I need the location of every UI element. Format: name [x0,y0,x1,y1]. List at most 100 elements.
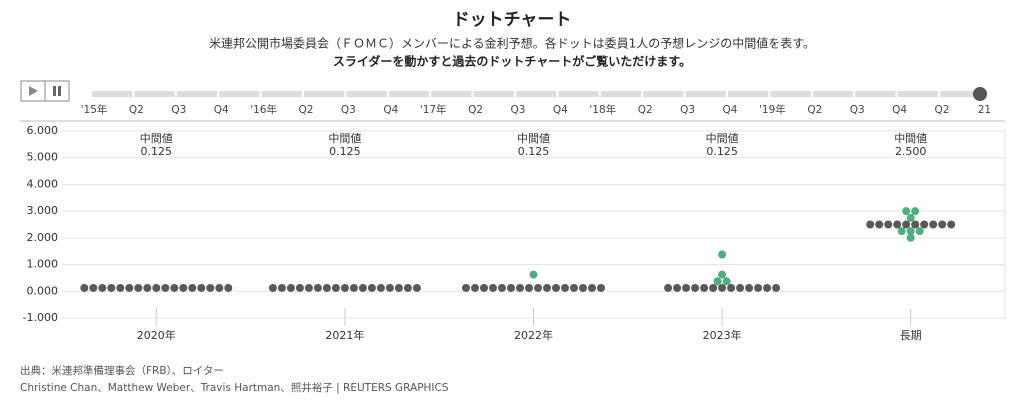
source: 出典：米連邦準備理事会（FRB）、ロイター [20,364,224,377]
slider-label: 21 [978,104,991,116]
median-title: 中間値 [328,132,361,145]
dot [358,283,367,292]
dot [295,283,304,292]
x-tick-label: 2022年 [514,328,553,342]
x-tick-label: 2023年 [703,328,742,342]
dot [906,227,915,236]
dot [906,213,915,222]
median-label: 0.125 [329,145,361,158]
dot [911,220,920,229]
slider-label: Q3 [850,104,865,116]
slider-label: Q3 [511,104,526,116]
dot [772,283,781,292]
slider-segment [388,91,430,97]
dot [197,283,206,292]
dot [412,283,421,292]
dot [116,283,125,292]
dot [498,283,506,292]
title: ドットチャート [453,10,572,30]
slider-segment [261,91,302,97]
dot [763,283,772,292]
x-tick-label: 長期 [900,329,922,342]
play-button[interactable] [20,80,46,102]
dot [322,283,331,292]
dot [561,283,569,292]
slider-segment [516,91,557,97]
median-title: 中間値 [140,132,173,145]
pause-button[interactable] [44,80,70,102]
dot [736,283,745,292]
dot [331,283,340,292]
dot [188,283,197,292]
dot [938,220,947,229]
slider-segment [600,91,642,97]
dot [911,207,920,216]
dot [125,283,134,292]
median-title: 中間値 [894,132,927,145]
slider-label: Q3 [680,104,695,116]
y-tick-label: 5.000 [27,151,59,164]
slider-handle[interactable] [973,87,987,101]
dot [107,283,116,292]
dot [480,283,488,292]
slider-segment [558,91,599,97]
slider-segment [728,91,769,97]
dot [718,283,727,292]
dot [471,283,479,292]
dot [403,283,412,292]
dot [875,220,884,229]
slider-label: Q2 [807,104,822,116]
x-tick-label: 2021年 [325,328,364,342]
dot [224,283,233,292]
dot [722,277,731,286]
dot [367,283,376,292]
dot [718,270,727,279]
dot [543,283,551,292]
dot [89,283,98,292]
dot [754,283,763,292]
dot [215,283,224,292]
dot [534,283,542,292]
dot [489,283,497,292]
slider-label: '16年 [250,103,277,116]
dot [80,283,89,292]
median-title: 中間値 [517,132,550,145]
slider-label: Q2 [638,104,653,116]
y-tick-label: 3.000 [27,204,59,217]
slider-segment [304,91,345,97]
dot [915,227,924,236]
slider-segment [770,91,811,97]
median-label: 2.500 [895,145,927,158]
slider-track[interactable] [92,91,981,97]
slider-segment [643,91,684,97]
dot [727,283,736,292]
slider-label: Q2 [299,104,314,116]
dot [268,283,277,292]
slider-label: '17年 [420,103,447,116]
dot [143,283,152,292]
credit: Christine Chan、Matthew Weber、Travis Hart… [20,381,449,394]
dot [462,283,470,292]
dot [884,220,893,229]
dot [304,283,313,292]
slider-label: Q2 [935,104,950,116]
slider-label: Q4 [553,104,568,116]
median-title: 中間値 [706,132,739,145]
median-label: 0.125 [141,145,173,158]
dot [897,227,906,236]
slider-label: Q3 [341,104,356,116]
median-label: 0.125 [706,145,738,158]
dot [340,283,349,292]
dot [277,283,286,292]
y-tick-label: -1.000 [23,311,58,324]
median-label: 0.125 [518,145,550,158]
dot [673,283,682,292]
dot [713,277,722,286]
slider-segment [473,91,514,97]
slider-label: Q4 [383,104,398,116]
slider-label: '15年 [81,103,108,116]
dot [349,283,358,292]
dot [161,283,170,292]
dot [394,283,403,292]
dot [376,283,385,292]
